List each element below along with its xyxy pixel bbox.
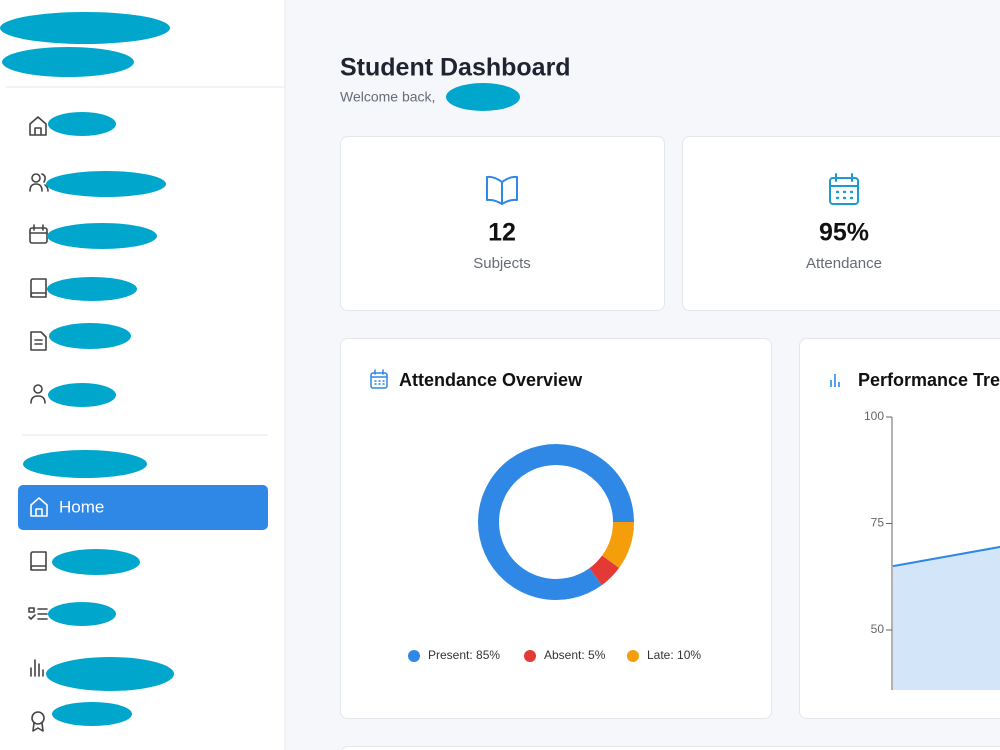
donut-chart	[478, 444, 634, 600]
card	[340, 746, 1000, 750]
nav-item[interactable]	[31, 702, 132, 732]
sidebar	[0, 0, 285, 750]
nav-item[interactable]	[29, 112, 116, 136]
y-tick-label: 75	[871, 516, 885, 530]
nav-item[interactable]	[30, 549, 140, 575]
nav-item[interactable]	[30, 277, 137, 301]
legend-label: Present: 85%	[428, 648, 500, 662]
nav-label: Home	[59, 497, 104, 516]
redaction	[0, 12, 170, 77]
stat-card	[340, 136, 665, 311]
nav-item[interactable]	[30, 657, 174, 691]
donut-segment	[601, 521, 634, 568]
area	[893, 546, 1000, 690]
donut-segment	[478, 444, 634, 600]
nav-item[interactable]	[28, 602, 116, 626]
nav-item[interactable]	[29, 171, 166, 197]
line-chart: 100 75 50	[864, 409, 1000, 690]
calendar-icon	[370, 369, 388, 389]
nav-item[interactable]	[30, 383, 116, 407]
legend-dot	[524, 650, 536, 662]
calendar-icon	[829, 173, 859, 205]
chart-icon	[830, 374, 840, 387]
nav-item-active[interactable]: Home	[18, 485, 268, 530]
book-icon	[486, 175, 518, 205]
chart-card	[340, 338, 772, 719]
legend-label: Absent: 5%	[544, 648, 606, 662]
stat-value: 95%	[819, 219, 869, 247]
stat-value: 12	[488, 219, 516, 247]
donut-segment	[589, 555, 620, 586]
page-subtitle: Welcome back,	[340, 89, 435, 105]
nav-item[interactable]	[29, 223, 157, 249]
line	[892, 545, 1000, 568]
y-tick-label: 100	[864, 409, 884, 423]
nav-item[interactable]	[30, 323, 131, 351]
legend-dot	[408, 650, 420, 662]
legend: Present: 85% Absent: 5% Late: 10%	[408, 648, 701, 662]
page-title: Student Dashboard	[340, 54, 571, 82]
y-tick-label: 50	[871, 622, 885, 636]
stat-label: Subjects	[473, 255, 531, 272]
stat-label: Attendance	[806, 255, 882, 272]
card-title: Performance Tre	[858, 370, 1000, 390]
redaction	[446, 83, 520, 111]
legend-dot	[627, 650, 639, 662]
legend-label: Late: 10%	[647, 648, 701, 662]
redaction	[23, 450, 147, 478]
card-title: Attendance Overview	[399, 370, 583, 390]
stat-card	[682, 136, 1000, 311]
